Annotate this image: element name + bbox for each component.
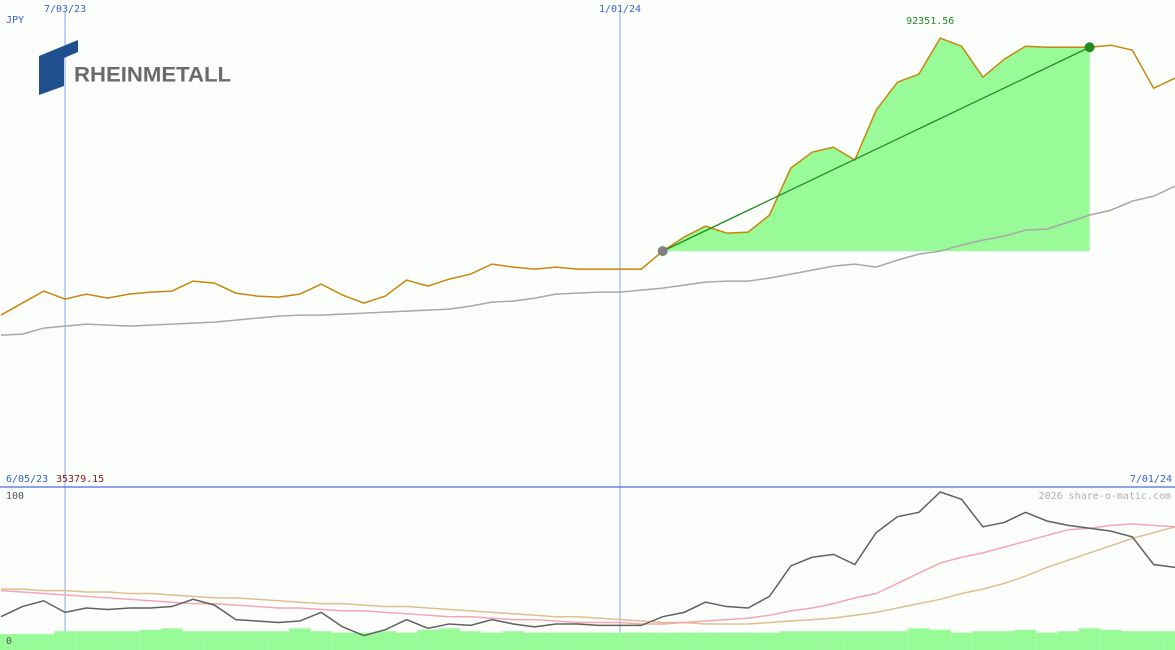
volume-bar [588,632,610,650]
volume-bar [1036,632,1058,650]
volume-bar [438,628,460,650]
volume-bar [459,631,482,650]
back-layer [0,12,1175,650]
volume-bar [481,632,503,650]
volume-bar [1142,631,1165,650]
volume-bar [908,628,930,650]
volume-bar [203,631,226,650]
logo-text: RHEINMETALL [74,64,231,87]
volume-bar [1164,631,1175,650]
volume-bar [801,631,823,650]
volume-bar [737,632,759,650]
volume-bar [161,628,183,650]
volume-bar [545,632,567,650]
volume-bar [694,632,717,650]
volume-bar [609,632,631,650]
volume-bar [182,631,204,650]
trend-start [657,246,668,257]
indicator-line [0,523,1175,625]
volume-bar [33,634,55,650]
low-label: 35379.15 [56,474,104,485]
main-layer: 6/05/23 7/03/23 1/01/24 7/01/24 92351.56 3537… [0,4,1175,647]
volume-bar [246,631,268,650]
volume-bar [118,631,140,650]
volume-bar [11,634,34,650]
price-line [0,37,1175,316]
volume-bar [972,631,994,650]
volume-bar [267,631,290,650]
volume-bar [139,629,162,650]
volume-bar [502,631,524,650]
volume-bar [993,631,1015,650]
credit: 2026 share-o-matic.com [1039,491,1171,502]
volume-bar [289,628,311,650]
date-label: 1/01/24 [599,4,641,15]
volume-bar [652,632,674,650]
volume-bar [1057,631,1079,650]
volume-bar [331,632,354,650]
volume-bar [673,632,695,650]
volume-bar [758,632,781,650]
price-line [0,185,1175,336]
volume-bar [950,632,973,650]
volume-bar [1100,629,1122,650]
currency: JPY [6,15,24,26]
volume-bar [780,631,802,650]
trend-line [662,46,1090,252]
start-date: 6/05/23 [6,474,48,485]
volume-bar [886,631,909,650]
volume-bar [1121,631,1143,650]
peak-label: 92351.56 [906,16,954,27]
volume-bar [822,631,845,650]
volume-bar [353,632,375,650]
volume-bar [929,629,951,650]
volume-bar [716,632,738,650]
volume-bar [75,631,98,650]
volume-bar [1014,629,1037,650]
volume-bar [310,631,332,650]
volume-bar [395,632,418,650]
trend-end [1084,42,1095,53]
volume-bar [97,631,119,650]
date-label: 7/03/23 [44,4,86,15]
volume-bar [523,632,546,650]
volume-bar [865,631,887,650]
indicator-line [1,526,1175,625]
volume-bar [54,631,76,650]
y-tick-label: 0 [6,636,12,647]
volume-bar [225,631,247,650]
indicator-line [0,491,1175,637]
volume-bar [566,632,588,650]
volume-bar [844,631,866,650]
logo-mark [39,40,78,95]
volume-bar [630,632,653,650]
volume-bar [417,629,439,650]
volume-bar [1078,628,1101,650]
volume-bar [374,631,396,650]
trend-fill [662,38,1090,252]
end-date: 7/01/24 [1130,474,1172,485]
y-tick-label: 100 [6,491,24,502]
volume-bar [0,634,12,650]
